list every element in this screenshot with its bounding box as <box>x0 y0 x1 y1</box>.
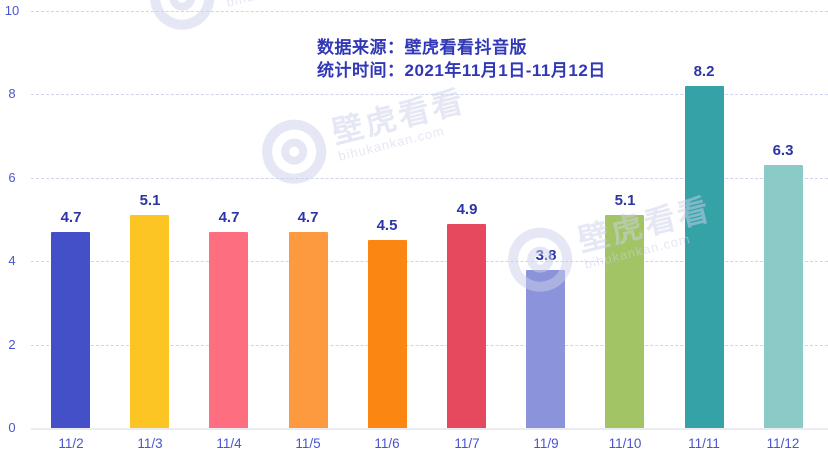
bar-value-label: 4.7 <box>60 209 82 226</box>
y-axis-tick-label: 8 <box>8 86 16 102</box>
chart-title-block: 数据来源：壁虎看看抖音版 统计时间：2021年11月1日-11月12日 <box>317 36 606 82</box>
gridline-6 <box>31 177 828 179</box>
x-axis-tick-label: 11/6 <box>374 436 400 451</box>
gridline-4 <box>31 261 828 263</box>
gridline-2 <box>31 344 828 346</box>
y-axis-tick-label: 4 <box>8 253 16 269</box>
y-axis-tick-label: 0 <box>8 420 16 435</box>
x-axis-line <box>31 428 828 430</box>
y-axis-tick-label: 6 <box>8 169 16 185</box>
bar-value-label: 3.8 <box>535 247 557 264</box>
x-axis-tick-label: 11/4 <box>216 436 242 451</box>
bar-value-label: 4.7 <box>218 209 240 226</box>
bar-11/6 <box>368 240 407 428</box>
bar-11/9 <box>526 270 565 428</box>
bar-11/3 <box>130 215 169 428</box>
bar-11/5 <box>289 232 328 428</box>
bar-11/7 <box>447 224 486 428</box>
stat-period-line: 统计时间：2021年11月1日-11月12日 <box>317 61 606 80</box>
bar-value-label: 4.9 <box>456 201 478 218</box>
bar-value-label: 4.7 <box>297 209 319 226</box>
data-source-line: 数据来源：壁虎看看抖音版 <box>317 38 527 57</box>
bar-11/4 <box>209 232 248 428</box>
gridline-8 <box>31 94 828 96</box>
bar-value-label: 5.1 <box>614 192 636 209</box>
bar-value-label: 4.5 <box>376 217 398 234</box>
bar-value-label: 6.3 <box>772 142 794 159</box>
y-axis-tick-label: 2 <box>8 336 16 352</box>
bar-11/10 <box>605 215 644 428</box>
bar-11/12 <box>764 165 803 428</box>
x-axis-tick-label: 11/12 <box>766 436 800 451</box>
bar-11/2 <box>51 232 90 428</box>
bar-11/11 <box>685 86 724 428</box>
bar-value-label: 5.1 <box>139 192 161 209</box>
x-axis-tick-label: 11/2 <box>58 436 84 451</box>
bar-value-label: 8.2 <box>693 63 715 80</box>
x-axis-tick-label: 11/9 <box>533 436 559 451</box>
x-axis-tick-label: 11/11 <box>688 436 720 451</box>
y-axis-tick-label: 10 <box>4 3 20 18</box>
x-axis-tick-label: 11/5 <box>295 436 321 451</box>
x-axis-tick-label: 11/7 <box>454 436 480 451</box>
x-axis-tick-label: 11/10 <box>608 436 642 451</box>
x-axis-tick-label: 11/3 <box>137 436 163 451</box>
gridline-10 <box>31 11 828 12</box>
